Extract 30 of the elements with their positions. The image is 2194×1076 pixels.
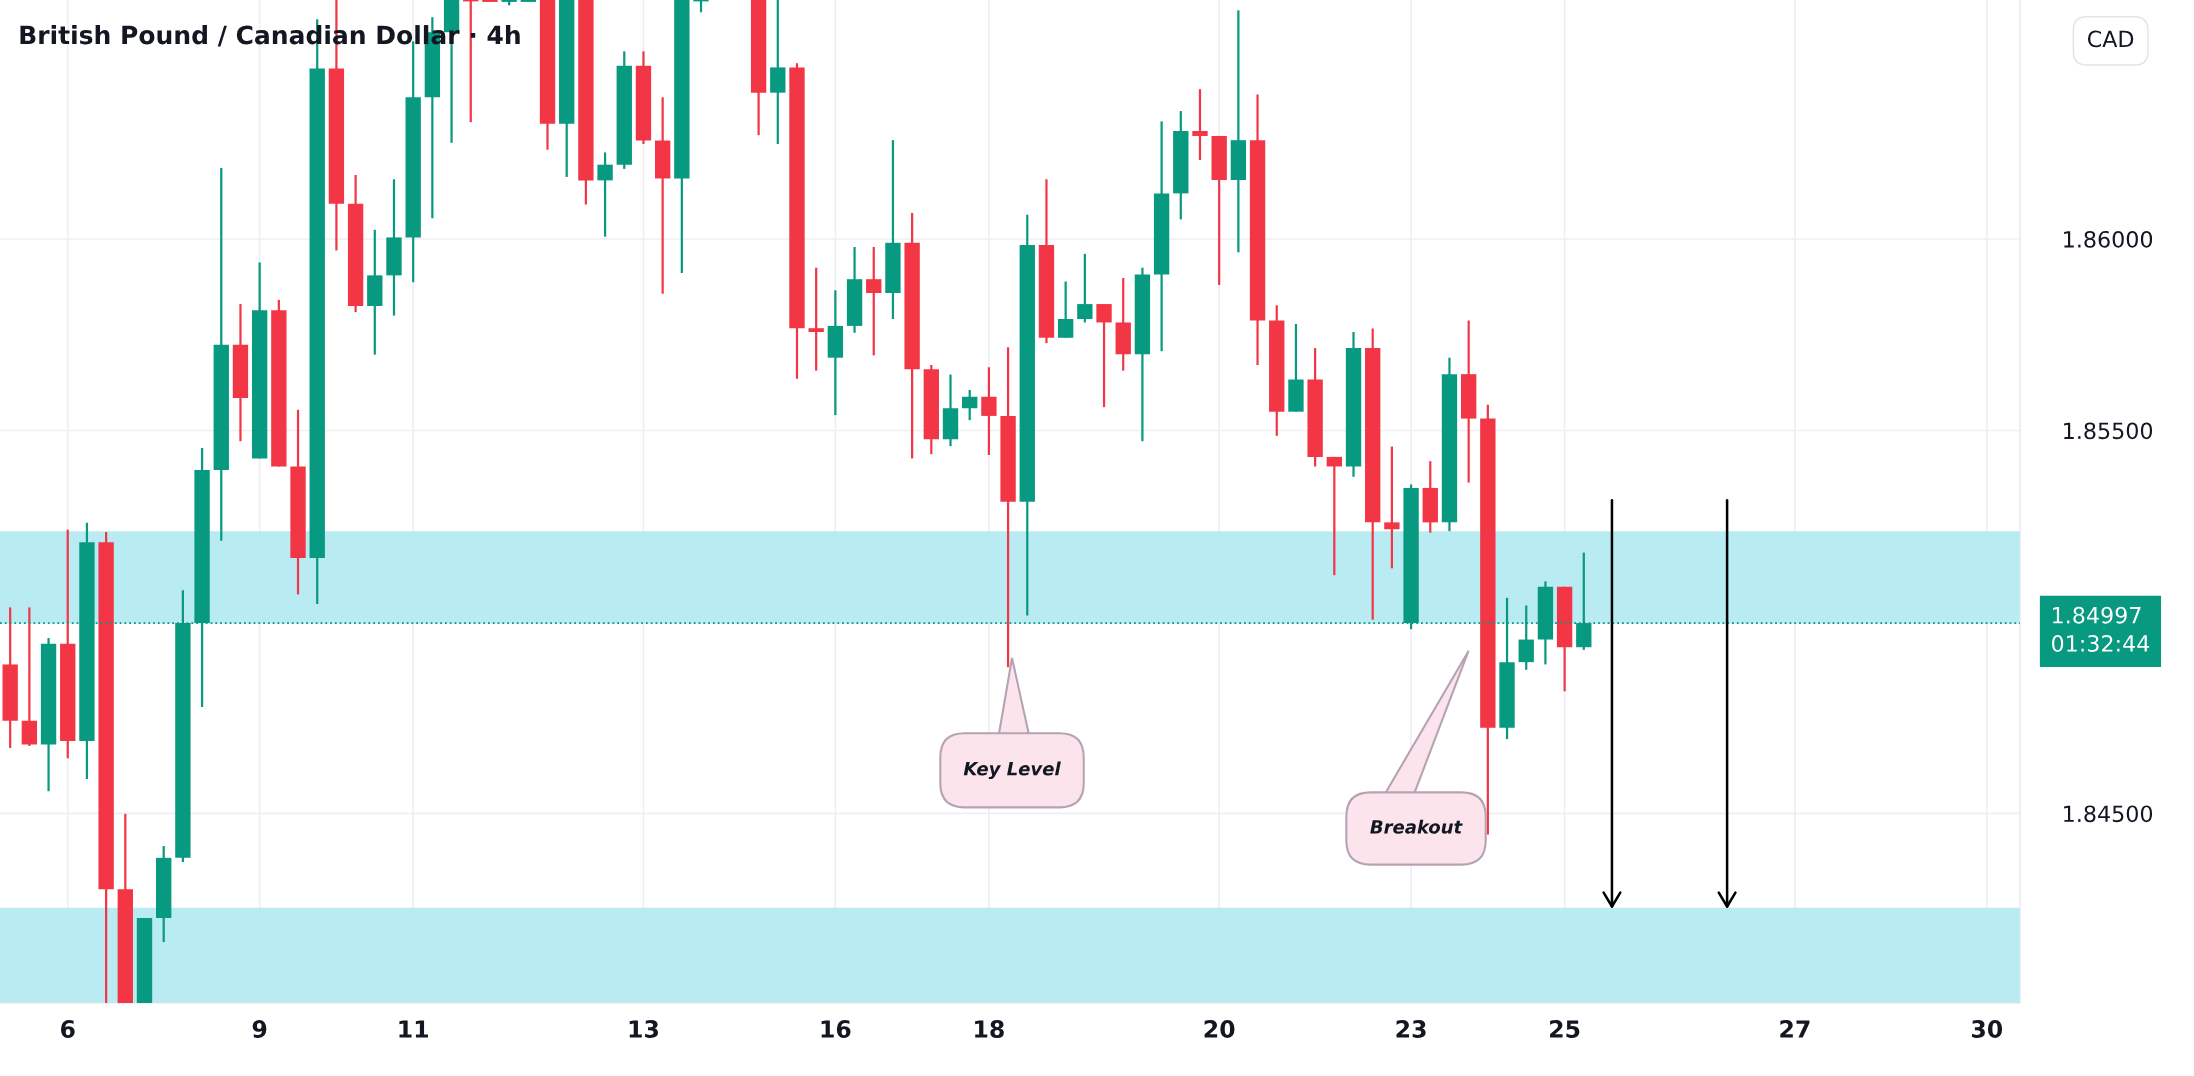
candlestick — [962, 388, 978, 422]
x-tick-label: 30 — [1971, 1020, 2003, 1038]
candlestick — [1096, 302, 1112, 409]
annotation: Key Level — [963, 761, 1061, 780]
candlestick — [1384, 445, 1400, 570]
x-tick-label: 27 — [1780, 1020, 1810, 1038]
candlestick — [1326, 455, 1342, 577]
candlestick — [1192, 88, 1208, 162]
x-tick-label: 9 — [252, 1020, 267, 1038]
x-tick-label: 11 — [399, 1020, 428, 1038]
y-tick-label: 1.85500 — [2064, 422, 2153, 440]
x-tick-label: 25 — [1550, 1020, 1580, 1038]
x-tick-label: 23 — [1396, 1020, 1426, 1038]
y-tick-label: 1.86000 — [2064, 230, 2153, 248]
candlestick — [808, 266, 824, 372]
y-tick-label: 1.84500 — [2064, 805, 2153, 823]
candlestick — [981, 366, 997, 457]
candlestick — [1057, 280, 1074, 339]
candlestick — [1077, 252, 1093, 324]
x-tick-label: 6 — [60, 1020, 75, 1038]
x-tick-label: 16 — [821, 1020, 851, 1038]
x-tick-label: 13 — [629, 1020, 659, 1038]
x-tick-label: 20 — [1204, 1020, 1235, 1038]
annotation: Breakout — [1370, 819, 1463, 834]
candlestick — [597, 151, 613, 238]
ref-line-label: 1.84997 01:32:44 — [2052, 606, 2150, 652]
text: CAD — [2087, 30, 2134, 48]
x-tick-label: 18 — [975, 1020, 1004, 1038]
candlestick — [866, 245, 882, 357]
candlestick — [21, 606, 38, 748]
